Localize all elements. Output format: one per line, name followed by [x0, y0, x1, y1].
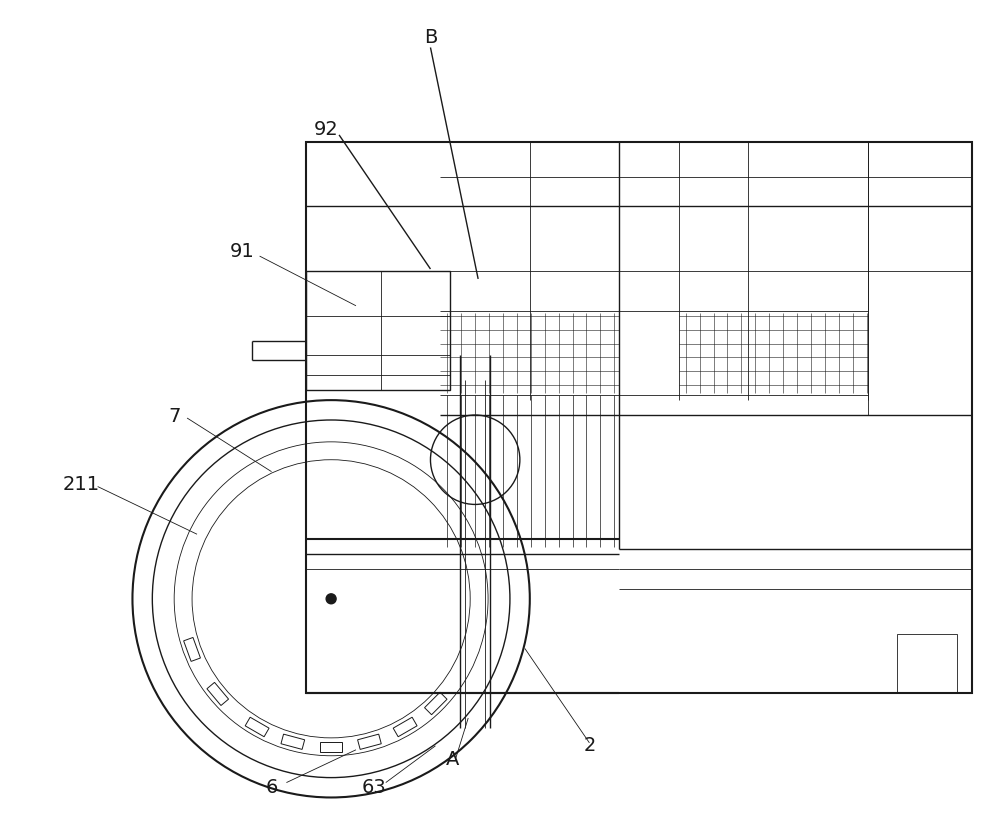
Bar	[897, 634, 957, 693]
Bar	[306, 271, 450, 391]
Bar	[358, 734, 381, 749]
Text: 2: 2	[583, 737, 596, 755]
Bar	[207, 682, 229, 706]
Bar	[245, 717, 269, 737]
Text: 91: 91	[229, 241, 254, 261]
Bar	[393, 717, 417, 737]
Bar	[184, 638, 200, 661]
Bar	[425, 692, 447, 715]
Text: 211: 211	[62, 475, 99, 494]
Bar	[281, 734, 305, 749]
Text: 7: 7	[168, 406, 180, 426]
Circle shape	[326, 594, 336, 603]
Text: 63: 63	[361, 778, 386, 797]
Text: A: A	[446, 750, 459, 769]
Text: 6: 6	[265, 778, 278, 797]
Bar	[306, 142, 972, 693]
Text: B: B	[424, 28, 437, 47]
Text: 92: 92	[314, 121, 339, 139]
Bar	[320, 742, 342, 752]
Bar	[868, 142, 972, 415]
